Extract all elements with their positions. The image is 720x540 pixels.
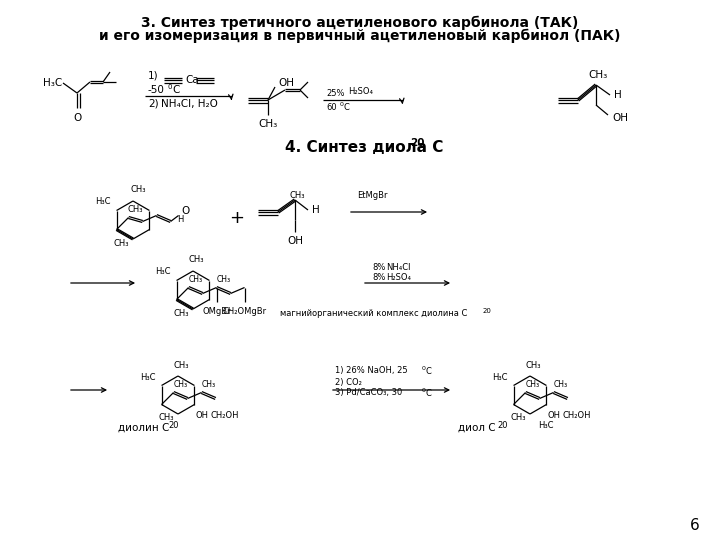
Text: 2): 2) bbox=[148, 99, 158, 109]
Text: CH₃: CH₃ bbox=[554, 380, 567, 389]
Text: и его изомеризация в первичный ацетиленовый карбинол (ПАК): и его изомеризация в первичный ацетилено… bbox=[99, 29, 621, 43]
Text: H: H bbox=[178, 215, 184, 224]
Text: H₃C: H₃C bbox=[140, 373, 156, 381]
Text: 8%: 8% bbox=[372, 273, 385, 282]
Text: Ca: Ca bbox=[185, 75, 199, 85]
Text: OH: OH bbox=[612, 113, 628, 123]
Text: EtMgBr: EtMgBr bbox=[357, 192, 387, 200]
Text: 6: 6 bbox=[690, 517, 700, 532]
Text: CH₂OMgBr: CH₂OMgBr bbox=[222, 307, 266, 316]
Text: CH₃: CH₃ bbox=[188, 255, 204, 265]
Text: NH₄Cl: NH₄Cl bbox=[386, 262, 410, 272]
Text: C: C bbox=[344, 103, 350, 111]
Text: CH₂OH: CH₂OH bbox=[562, 410, 591, 420]
Text: 0: 0 bbox=[422, 388, 426, 394]
Text: CH₃: CH₃ bbox=[174, 380, 188, 389]
Text: C: C bbox=[426, 367, 432, 375]
Text: +: + bbox=[230, 209, 245, 227]
Text: CH₃: CH₃ bbox=[130, 186, 145, 194]
Text: магнийорганический комплекс диолина С: магнийорганический комплекс диолина С bbox=[280, 309, 467, 319]
Text: H₂SO₄: H₂SO₄ bbox=[348, 86, 373, 96]
Text: H₃C: H₃C bbox=[42, 78, 62, 88]
Text: H: H bbox=[614, 90, 622, 100]
Text: 0: 0 bbox=[340, 103, 344, 107]
Text: 25%: 25% bbox=[326, 89, 344, 98]
Text: CH₃: CH₃ bbox=[174, 308, 189, 318]
Text: CH₃: CH₃ bbox=[510, 414, 526, 422]
Text: H₃C: H₃C bbox=[96, 198, 111, 206]
Text: H₃C: H₃C bbox=[492, 373, 508, 381]
Text: OH: OH bbox=[547, 410, 560, 420]
Text: CH₃: CH₃ bbox=[258, 119, 278, 129]
Text: CH₃: CH₃ bbox=[189, 275, 202, 284]
Text: 4. Синтез диола С: 4. Синтез диола С bbox=[285, 140, 444, 156]
Text: 60: 60 bbox=[326, 103, 337, 111]
Text: 1) 26% NaOH, 25: 1) 26% NaOH, 25 bbox=[335, 367, 408, 375]
Text: OH: OH bbox=[287, 236, 303, 246]
Text: CH₃: CH₃ bbox=[217, 275, 230, 284]
Text: CH₃: CH₃ bbox=[289, 191, 305, 199]
Text: 20: 20 bbox=[483, 308, 492, 314]
Text: 2) CO₂: 2) CO₂ bbox=[335, 377, 362, 387]
Text: H₃C: H₃C bbox=[538, 421, 554, 429]
Text: 8%: 8% bbox=[372, 262, 385, 272]
Text: OH: OH bbox=[195, 410, 208, 420]
Text: 1): 1) bbox=[148, 71, 158, 81]
Text: 3. Синтез третичного ацетиленового карбинола (ТАК): 3. Синтез третичного ацетиленового карби… bbox=[141, 16, 579, 30]
Text: -50: -50 bbox=[148, 85, 165, 95]
Text: H₂SO₄: H₂SO₄ bbox=[386, 273, 411, 282]
Text: диол С: диол С bbox=[458, 423, 495, 433]
Text: диолин С: диолин С bbox=[118, 423, 169, 433]
Text: CH₃: CH₃ bbox=[202, 380, 215, 389]
Text: 20: 20 bbox=[497, 421, 508, 429]
Text: H₃C: H₃C bbox=[156, 267, 171, 276]
Text: C: C bbox=[172, 85, 179, 95]
Text: CH₃: CH₃ bbox=[113, 239, 129, 247]
Text: 20: 20 bbox=[410, 138, 425, 148]
Text: CH₃: CH₃ bbox=[127, 205, 143, 214]
Text: CH₃: CH₃ bbox=[174, 361, 189, 369]
Text: CH₃: CH₃ bbox=[158, 414, 174, 422]
Text: OH: OH bbox=[278, 78, 294, 88]
Text: O: O bbox=[181, 206, 190, 217]
Text: CH₃: CH₃ bbox=[588, 70, 608, 80]
Text: C: C bbox=[426, 388, 432, 397]
Text: H: H bbox=[312, 205, 320, 215]
Text: 20: 20 bbox=[168, 421, 179, 429]
Text: 0: 0 bbox=[422, 367, 426, 372]
Text: CH₃: CH₃ bbox=[526, 380, 539, 389]
Text: CH₂OH: CH₂OH bbox=[210, 410, 239, 420]
Text: CH₃: CH₃ bbox=[526, 361, 541, 369]
Text: NH₄Cl, H₂O: NH₄Cl, H₂O bbox=[161, 99, 218, 109]
Text: O: O bbox=[74, 113, 82, 123]
Text: 0: 0 bbox=[168, 84, 173, 90]
Text: 3) Pd/CaCO₃, 30: 3) Pd/CaCO₃, 30 bbox=[335, 388, 402, 397]
Text: OMgBr: OMgBr bbox=[202, 307, 231, 316]
